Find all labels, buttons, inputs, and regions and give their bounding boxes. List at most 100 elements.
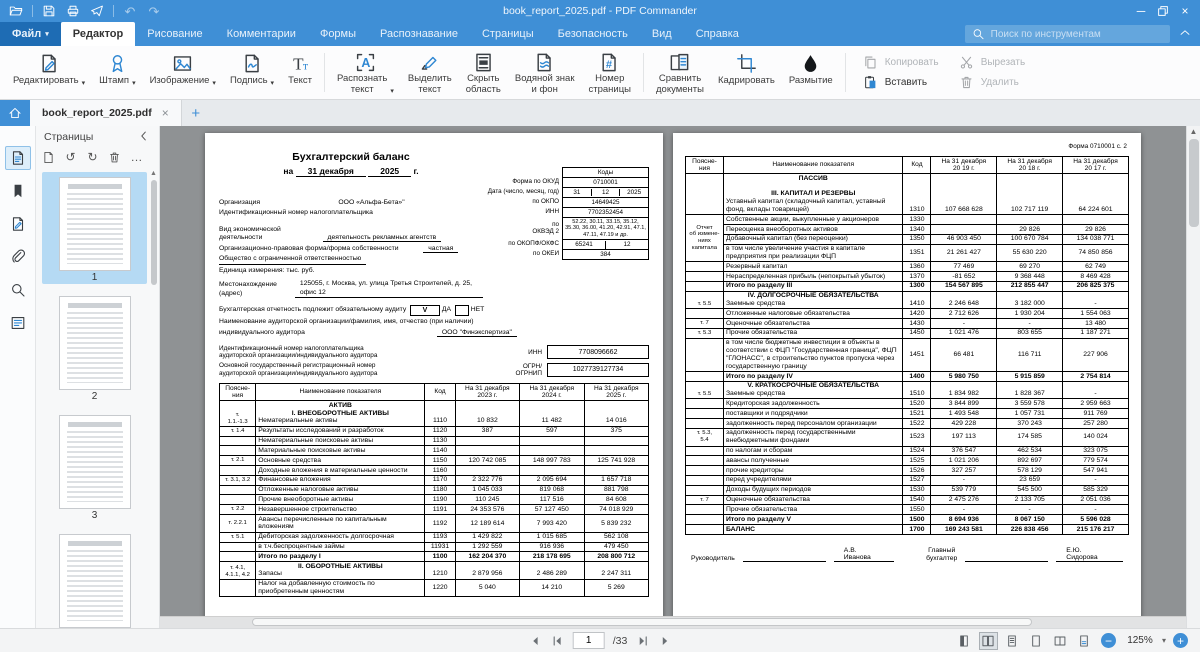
home-button[interactable]	[0, 100, 30, 126]
zoom-out-button[interactable]: −	[1100, 633, 1116, 648]
value-cell: 9 368 448	[996, 271, 1064, 282]
sidebar-layers-button[interactable]	[5, 311, 31, 335]
undo-button[interactable]: ↶	[118, 2, 142, 20]
document-tab[interactable]: book_report_2025.pdf ×	[30, 100, 182, 126]
page-lines-icon	[1005, 634, 1019, 648]
panel-rotate-left-button[interactable]: ↺	[61, 148, 80, 166]
menu-item-распознавание[interactable]: Распознавание	[368, 22, 470, 46]
vertical-scrollbar[interactable]: ▲	[1186, 126, 1200, 628]
ribbon-compare-button[interactable]: Сравнить документы	[649, 48, 711, 97]
first-page-button[interactable]	[551, 634, 565, 648]
scrollbar-thumb[interactable]	[1188, 139, 1199, 227]
document-page-1[interactable]: Бухгалтерский баланс на 31 декабря 2025 …	[205, 133, 663, 628]
new-tab-button[interactable]: +	[191, 104, 201, 122]
value-cell: 24 353 576	[454, 504, 521, 516]
value-cell: 69 270	[996, 261, 1064, 273]
panel-more-button[interactable]: …	[127, 148, 146, 166]
view-mode-page-split-button[interactable]	[955, 632, 974, 650]
view-mode-two-page-button[interactable]	[978, 631, 998, 650]
sidebar-notes-button[interactable]	[5, 212, 31, 236]
share-button[interactable]	[85, 2, 109, 20]
print-button[interactable]	[61, 2, 85, 20]
ribbon-button-text: Кадрировать	[717, 75, 775, 86]
sidebar-bookmark-button[interactable]	[5, 179, 31, 203]
name-cell: прочие кредиторы	[722, 465, 904, 476]
row-name: Оценочные обязательства	[725, 319, 810, 327]
note-cell	[685, 524, 724, 535]
collapse-panel-button[interactable]	[137, 129, 151, 146]
panel-trash-button[interactable]	[105, 148, 124, 166]
document-page-2[interactable]: Форма 0710001 с. 2 Поясне- ния Наименован…	[673, 133, 1141, 628]
ribbon-stamp-button[interactable]: Штамп ▾	[92, 48, 142, 97]
collapse-ribbon-button[interactable]	[1178, 26, 1192, 43]
zoom-in-button[interactable]: +	[1173, 633, 1188, 648]
page-number-input[interactable]	[572, 632, 605, 649]
code-cell: 1540	[902, 494, 932, 506]
menu-item-формы[interactable]: Формы	[308, 22, 368, 46]
tool-search-input[interactable]	[990, 28, 1163, 40]
bookmark-icon	[10, 183, 26, 199]
open-file-button[interactable]	[4, 2, 28, 20]
save-button[interactable]	[37, 2, 61, 20]
ribbon-pagenum-button[interactable]: # Номер страницы	[582, 48, 639, 97]
page-thumbnail-4[interactable]: 4	[42, 529, 147, 628]
ribbon-blur-button[interactable]: Размытие	[782, 48, 840, 97]
horizontal-scrollbar[interactable]	[160, 616, 1186, 628]
ribbon-toolbar: Редактировать ▾ Штамп ▾ Изображение ▾ Подпись ▾…	[0, 46, 1200, 100]
menu-item-справка[interactable]: Справка	[684, 22, 751, 46]
value-cell: 8 694 936	[930, 514, 998, 526]
clipboard-paste-button[interactable]: Вставить	[863, 75, 955, 91]
menu-item-страницы[interactable]: Страницы	[470, 22, 546, 46]
menu-item-рисование[interactable]: Рисование	[135, 22, 214, 46]
ribbon-watermark-button[interactable]: Водяной знак и фон	[508, 48, 582, 97]
sidebar-mag-button[interactable]	[5, 278, 31, 302]
zoom-caret-icon[interactable]: ▾	[1161, 636, 1166, 645]
scrollbar-thumb[interactable]	[150, 180, 157, 285]
view-mode-page-plain-button[interactable]	[1027, 632, 1046, 650]
ribbon-edit-button[interactable]: Редактировать ▾	[6, 48, 92, 97]
row-name: Запасы	[258, 570, 282, 578]
menu-item-файл[interactable]: Файл ▾	[0, 22, 61, 46]
menu-item-комментарии[interactable]: Комментарии	[215, 22, 308, 46]
panel-newpage-button[interactable]	[39, 148, 58, 166]
menu-item-label: Рисование	[147, 28, 203, 40]
value-cell: 7 993 420	[519, 514, 585, 533]
minimize-button[interactable]: ─	[1136, 4, 1146, 18]
table-row: поставщики и подрядчики 1521 1 493 548 1 05…	[685, 408, 1129, 420]
view-mode-page-content-button[interactable]	[1075, 632, 1094, 650]
last-page-button[interactable]	[635, 634, 649, 648]
ribbon-ocr-button[interactable]: A Распознать текст ▾	[330, 48, 401, 97]
menu-item-вид[interactable]: Вид	[640, 22, 684, 46]
sidebar-paperclip-button[interactable]	[5, 245, 31, 269]
scrollbar-thumb[interactable]	[252, 618, 1033, 626]
prev-page-button[interactable]	[529, 634, 543, 648]
redo-button[interactable]: ↷	[142, 2, 166, 20]
ribbon-image-button[interactable]: Изображение ▾	[143, 48, 223, 97]
ribbon-hide-button[interactable]: Скрыть область	[459, 48, 508, 97]
value-cell: 212 855 447	[996, 280, 1064, 292]
page-thumbnail-1[interactable]: 1	[42, 172, 147, 284]
row-name: прочие кредиторы	[725, 466, 784, 474]
tab-close-icon[interactable]: ×	[161, 106, 169, 120]
close-button[interactable]: ×	[1181, 4, 1189, 18]
clipboard-button-label: Удалить	[980, 77, 1019, 88]
ribbon-sign-button[interactable]: Подпись ▾	[223, 48, 281, 97]
sidebar-pages-button[interactable]	[4, 146, 31, 170]
ribbon-crop-button[interactable]: Кадрировать	[711, 48, 782, 97]
restore-button[interactable]	[1152, 2, 1174, 20]
value-cell: 197 113	[930, 427, 998, 447]
clipboard-copy-button: Копировать	[863, 55, 955, 71]
page-thumbnail-2[interactable]: 2	[42, 291, 147, 403]
panel-scrollbar[interactable]: ▲	[149, 170, 158, 625]
view-mode-book-button[interactable]	[1051, 632, 1070, 650]
view-mode-page-lines-button[interactable]	[1003, 632, 1022, 650]
value-cell: 66 481	[930, 337, 998, 373]
ribbon-highlight-button[interactable]: Выделить текст	[401, 48, 459, 97]
home-icon	[8, 106, 22, 120]
next-page-button[interactable]	[657, 634, 671, 648]
menu-item-редактор[interactable]: Редактор	[60, 22, 136, 46]
page-thumbnail-3[interactable]: 3	[42, 410, 147, 522]
menu-item-безопасность[interactable]: Безопасность	[546, 22, 640, 46]
panel-rotate-right-button[interactable]: ↻	[83, 148, 102, 166]
